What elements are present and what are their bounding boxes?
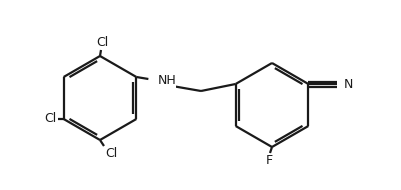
Text: F: F [265, 154, 273, 167]
Text: Cl: Cl [105, 147, 117, 160]
Text: N: N [343, 78, 353, 90]
Text: Cl: Cl [45, 112, 57, 126]
Text: Cl: Cl [96, 36, 108, 49]
Text: NH: NH [157, 74, 176, 88]
